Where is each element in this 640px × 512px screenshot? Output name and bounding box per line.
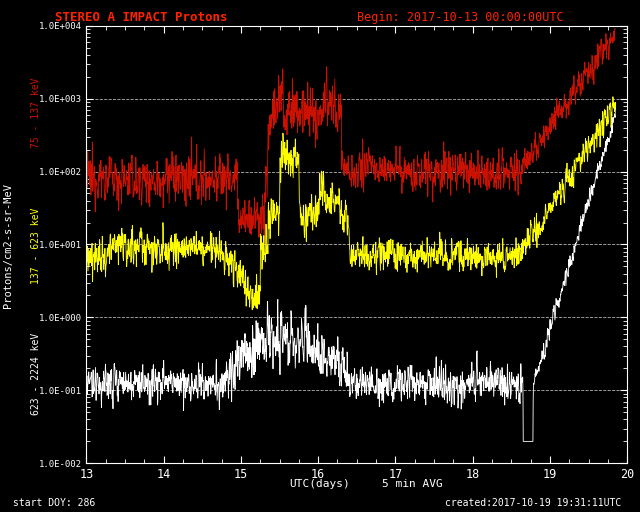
Text: Begin: 2017-10-13 00:00:00UTC: Begin: 2017-10-13 00:00:00UTC — [358, 11, 564, 25]
Text: start DOY: 286: start DOY: 286 — [13, 498, 95, 508]
Text: 137 - 623 keV: 137 - 623 keV — [31, 207, 42, 284]
Text: STEREO A IMPACT Protons: STEREO A IMPACT Protons — [54, 11, 227, 25]
Text: UTC(days): UTC(days) — [290, 479, 350, 489]
Text: Protons/cm2-s-sr-MeV: Protons/cm2-s-sr-MeV — [3, 183, 13, 308]
Text: 623 - 2224 keV: 623 - 2224 keV — [31, 333, 42, 415]
Text: 75 - 137 keV: 75 - 137 keV — [31, 77, 42, 148]
Text: created:2017-10-19 19:31:11UTC: created:2017-10-19 19:31:11UTC — [445, 498, 621, 508]
Text: 5 min AVG: 5 min AVG — [383, 479, 443, 489]
